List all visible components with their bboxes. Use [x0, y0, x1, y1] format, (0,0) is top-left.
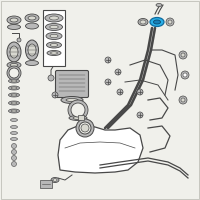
Circle shape — [179, 51, 187, 59]
Ellipse shape — [10, 132, 18, 134]
Ellipse shape — [11, 87, 17, 89]
Circle shape — [181, 53, 185, 57]
Ellipse shape — [150, 18, 164, 26]
Circle shape — [12, 144, 16, 148]
Ellipse shape — [138, 19, 148, 25]
Ellipse shape — [11, 102, 17, 104]
Ellipse shape — [66, 98, 78, 102]
Ellipse shape — [26, 60, 38, 66]
Ellipse shape — [10, 118, 18, 121]
Ellipse shape — [47, 50, 61, 55]
Circle shape — [9, 68, 19, 78]
Ellipse shape — [50, 34, 58, 38]
Circle shape — [76, 119, 94, 137]
FancyBboxPatch shape — [40, 180, 52, 188]
Ellipse shape — [61, 97, 83, 104]
Circle shape — [12, 156, 16, 160]
Ellipse shape — [10, 46, 18, 58]
Ellipse shape — [10, 64, 18, 66]
Circle shape — [12, 150, 16, 154]
Ellipse shape — [8, 86, 20, 90]
Ellipse shape — [50, 16, 58, 20]
Ellipse shape — [50, 25, 58, 29]
Ellipse shape — [46, 32, 62, 40]
Ellipse shape — [25, 14, 39, 22]
Ellipse shape — [46, 42, 62, 48]
Ellipse shape — [26, 40, 38, 60]
Circle shape — [137, 89, 143, 95]
Circle shape — [105, 79, 111, 85]
Ellipse shape — [46, 23, 62, 30]
Ellipse shape — [69, 116, 87, 120]
Ellipse shape — [10, 126, 18, 129]
Circle shape — [68, 100, 88, 120]
Circle shape — [117, 89, 123, 95]
Ellipse shape — [53, 178, 57, 182]
Circle shape — [81, 124, 89, 132]
Ellipse shape — [154, 20, 160, 24]
Ellipse shape — [28, 44, 36, 56]
Ellipse shape — [51, 178, 59, 182]
Ellipse shape — [50, 52, 58, 54]
Ellipse shape — [11, 94, 17, 96]
Ellipse shape — [8, 79, 20, 83]
Ellipse shape — [8, 93, 20, 97]
Ellipse shape — [8, 24, 21, 29]
Ellipse shape — [45, 14, 63, 22]
Ellipse shape — [7, 42, 21, 62]
Circle shape — [71, 103, 85, 117]
Ellipse shape — [10, 18, 18, 22]
Ellipse shape — [11, 110, 17, 112]
Ellipse shape — [8, 109, 20, 113]
Circle shape — [183, 73, 187, 77]
FancyBboxPatch shape — [78, 115, 84, 120]
Circle shape — [17, 38, 21, 42]
Ellipse shape — [10, 138, 18, 140]
PathPatch shape — [58, 125, 143, 173]
Ellipse shape — [7, 16, 21, 24]
Circle shape — [7, 66, 21, 80]
Ellipse shape — [7, 62, 21, 68]
FancyBboxPatch shape — [56, 71, 88, 98]
Ellipse shape — [28, 16, 36, 20]
Circle shape — [52, 92, 58, 98]
Circle shape — [168, 20, 172, 24]
Ellipse shape — [50, 44, 58, 46]
Circle shape — [181, 98, 185, 102]
Circle shape — [181, 71, 189, 79]
Ellipse shape — [8, 101, 20, 105]
Circle shape — [137, 112, 143, 118]
FancyBboxPatch shape — [43, 10, 65, 66]
Circle shape — [179, 96, 187, 104]
Circle shape — [166, 18, 174, 26]
Ellipse shape — [140, 20, 146, 24]
Ellipse shape — [156, 3, 162, 6]
Circle shape — [79, 122, 91, 134]
Ellipse shape — [26, 23, 38, 29]
Ellipse shape — [73, 116, 83, 119]
Circle shape — [115, 69, 121, 75]
Circle shape — [105, 57, 111, 63]
Ellipse shape — [11, 80, 17, 82]
Circle shape — [48, 75, 54, 81]
Circle shape — [12, 162, 16, 166]
